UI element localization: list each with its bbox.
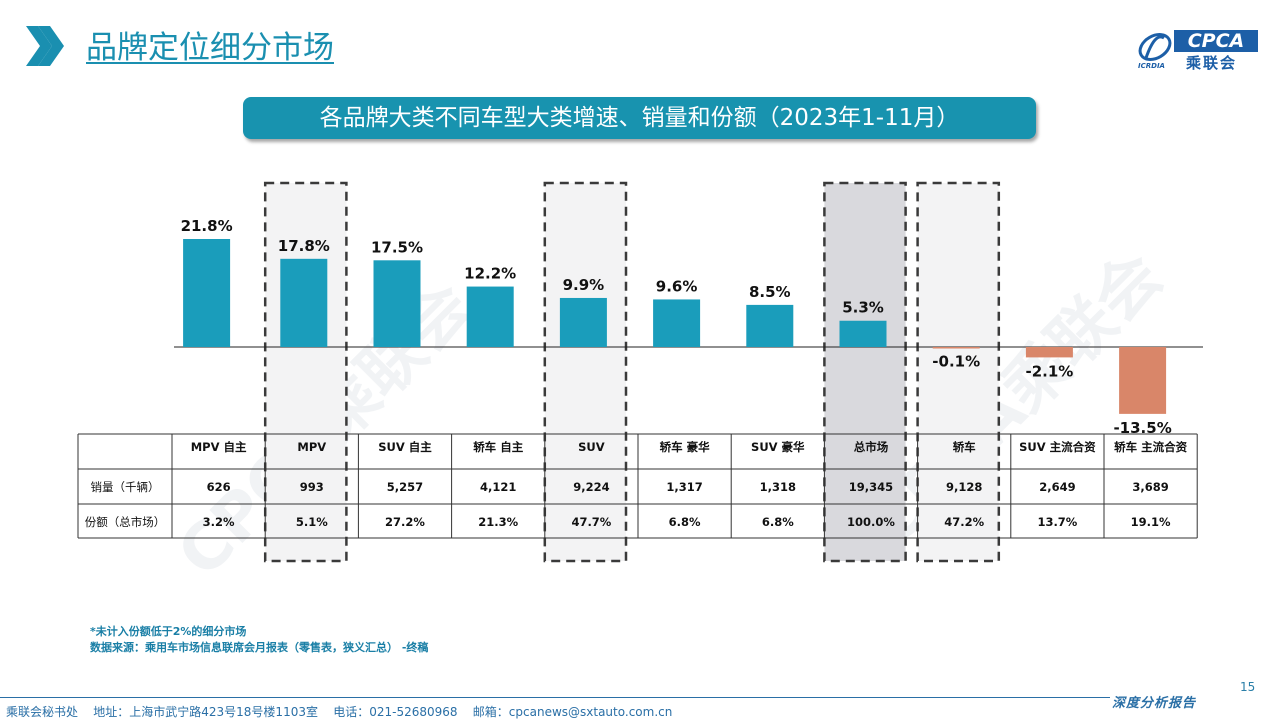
- page-title: 品牌定位细分市场: [86, 30, 334, 66]
- chart-notes: *未计入份额低于2%的细分市场 数据来源：乘用车市场信息联席会月报表（零售表，狭…: [90, 624, 428, 656]
- bar: [653, 299, 701, 347]
- footer-divider: [0, 697, 1110, 698]
- table-cell: 993: [300, 480, 324, 494]
- data-label: 21.8%: [181, 217, 233, 235]
- table-header-cell: SUV: [578, 440, 605, 454]
- globe-logo-icon: [1138, 33, 1172, 61]
- footer-contact: 乘联会秘书处 地址：上海市武宁路423号18号楼1103室 电话：021-526…: [6, 705, 673, 719]
- table-cell: 1,318: [760, 480, 796, 494]
- table-cell: 3,689: [1132, 480, 1168, 494]
- highlight-box: [543, 181, 628, 563]
- table-cell: 19,345: [849, 480, 893, 494]
- note-line: *未计入份额低于2%的细分市场: [90, 625, 247, 638]
- data-label: 17.8%: [278, 237, 330, 255]
- logo-cn-text: 乘联会: [1186, 54, 1238, 72]
- table-row-label: 销量（千辆）: [91, 480, 160, 494]
- table-header-cell: 轿车 主流合资: [1114, 440, 1188, 454]
- logo-sub-text: ICRDIA: [1138, 62, 1165, 70]
- table-cell: 626: [207, 480, 231, 494]
- table-cell: 47.7%: [571, 515, 611, 529]
- highlight-box: [823, 181, 907, 563]
- bar: [466, 286, 514, 347]
- table-cell: 21.3%: [478, 515, 518, 529]
- data-label: -2.1%: [1025, 362, 1073, 380]
- chevron-right-icon: [26, 26, 64, 66]
- footer-report-type: 深度分析报告: [1112, 696, 1197, 711]
- table-cell: 19.1%: [1131, 515, 1171, 529]
- table-header-cell: MPV: [297, 440, 326, 454]
- table-cell: 5,257: [387, 480, 423, 494]
- bar: [932, 347, 980, 349]
- data-label: 5.3%: [842, 299, 884, 317]
- table-header-cell: 轿车 自主: [473, 440, 524, 454]
- bar: [839, 320, 887, 347]
- bar: [1025, 347, 1073, 358]
- table-header-cell: SUV 豪华: [751, 440, 805, 454]
- chart-title-banner: 各品牌大类不同车型大类增速、销量和份额（2023年1-11月）: [243, 97, 1036, 139]
- table-header-cell: 总市场: [854, 440, 889, 454]
- table-header-cell: SUV 主流合资: [1019, 440, 1096, 454]
- data-label: 9.6%: [656, 277, 698, 295]
- table-cell: 100.0%: [847, 515, 895, 529]
- table-row-label: 份额（总市场）: [85, 515, 166, 529]
- source-line: 数据来源：乘用车市场信息联席会月报表（零售表，狭义汇总） -终稿: [90, 641, 429, 654]
- table-cell: 4,121: [480, 480, 516, 494]
- bar: [373, 260, 421, 347]
- table-cell: 9,128: [946, 480, 982, 494]
- table-header-cell: MPV 自主: [191, 440, 247, 454]
- bar-chart: 21.8% 17.8% 17.5% 12.2% 9.9% 9.6% 8.5% 5.3% -0.1…: [77, 181, 1203, 563]
- bar: [746, 304, 794, 347]
- data-label: 9.9%: [563, 276, 605, 294]
- table-header-cell: SUV 自主: [378, 440, 432, 454]
- data-label: 17.5%: [371, 238, 423, 256]
- bar: [1119, 347, 1167, 414]
- table-cell: 2,649: [1039, 480, 1075, 494]
- table-header-cell: 轿车: [953, 440, 976, 454]
- bar: [559, 297, 607, 347]
- data-label: 12.2%: [464, 265, 516, 283]
- data-label: -0.1%: [932, 352, 980, 370]
- table-cell: 13.7%: [1037, 515, 1077, 529]
- table-cell: 5.1%: [296, 515, 328, 529]
- highlight-box: [916, 181, 1001, 563]
- table-header-cell: 轿车 豪华: [660, 440, 711, 454]
- table-cell: 3.2%: [203, 515, 235, 529]
- table-cell: 47.2%: [944, 515, 984, 529]
- table-cell: 27.2%: [385, 515, 425, 529]
- table-cell: 6.8%: [762, 515, 794, 529]
- highlight-box: [263, 181, 348, 563]
- data-label: -13.5%: [1113, 419, 1171, 437]
- table-cell: 9,224: [573, 480, 609, 494]
- bar: [183, 239, 231, 347]
- data-label: 8.5%: [749, 283, 791, 301]
- cpca-logo: CPCA 乘联会 ICRDIA: [1134, 26, 1260, 74]
- table-cell: 1,317: [666, 480, 702, 494]
- logo-text: CPCA: [1174, 30, 1258, 52]
- table-cell: 6.8%: [669, 515, 701, 529]
- page-number: 15: [1240, 680, 1256, 694]
- bar: [280, 258, 328, 347]
